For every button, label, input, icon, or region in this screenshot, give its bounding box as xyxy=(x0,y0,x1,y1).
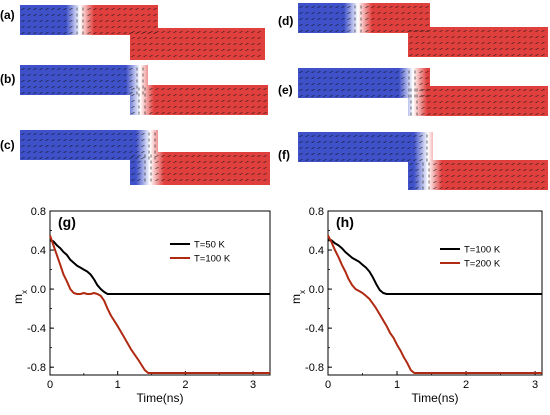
y-tick-label: 0.8 xyxy=(31,206,46,218)
x-tick-label: 2 xyxy=(182,379,188,391)
y-tick-label: -0.4 xyxy=(305,323,324,335)
upper-strip xyxy=(298,132,433,162)
series-line-1 xyxy=(49,235,270,374)
x-tick-label: 1 xyxy=(115,379,121,391)
panel-label-d: (d) xyxy=(278,14,294,28)
y-tick-label: 0.4 xyxy=(309,245,324,257)
y-tick-label: -0.8 xyxy=(27,362,46,374)
series-line-0 xyxy=(49,239,270,295)
legend-label-0: T=50 K xyxy=(194,240,226,251)
spin-arrows xyxy=(21,7,261,57)
panel-label-e: (e) xyxy=(278,83,293,97)
chart-h: 0.8 0.4 0.0 -0.4 -0.80 1 2 3 Time(ns) mx (h) T=100 … xyxy=(289,206,543,405)
chart-g: 0.8 0.4 0.0 -0.4 -0.80 1 2 3 Time(ns) mx (g) T=50 K… xyxy=(11,206,271,405)
x-tick-label: 1 xyxy=(394,379,400,391)
chart-panel-label: (g) xyxy=(58,214,76,230)
y-axis-label: mx xyxy=(11,290,29,304)
y-tick-label: 0.0 xyxy=(309,284,324,296)
legend-label-1: T=100 K xyxy=(194,254,231,265)
spin-arrows xyxy=(299,134,545,190)
panel-label-f: (f) xyxy=(278,148,290,162)
legend-label-1: T=200 K xyxy=(464,259,501,270)
chart-panel-label: (h) xyxy=(336,214,354,230)
y-tick-label: -0.8 xyxy=(305,362,324,374)
y-tick-label: 0.4 xyxy=(31,245,46,257)
y-tick-label: 0.0 xyxy=(31,284,46,296)
lower-strip xyxy=(408,160,548,190)
snapshot-d-image xyxy=(298,3,548,57)
lower-strip xyxy=(408,27,548,57)
panel-label-b: (b) xyxy=(0,72,16,86)
snapshot-a-image xyxy=(20,5,265,60)
x-axis-label: Time(ns) xyxy=(412,391,459,405)
x-tick-label: 2 xyxy=(463,379,469,391)
upper-strip xyxy=(20,65,148,95)
spin-arrows xyxy=(21,67,267,115)
panel-label-c: (c) xyxy=(0,138,15,152)
spin-arrows xyxy=(299,70,545,116)
snapshot-b-image xyxy=(20,65,268,115)
y-tick-label: -0.4 xyxy=(27,323,46,335)
x-tick-label: 3 xyxy=(250,379,256,391)
y-tick-label: 0.8 xyxy=(309,206,324,218)
snapshot-e-image xyxy=(298,68,548,116)
legend-label-0: T=100 K xyxy=(464,245,501,256)
series-line-1 xyxy=(327,234,542,374)
lower-strip xyxy=(130,85,268,115)
lower-strip xyxy=(130,28,265,60)
snapshot-c-image xyxy=(20,130,270,185)
spin-arrows xyxy=(21,132,267,182)
series-line-0 xyxy=(328,239,542,295)
panel-label-a: (a) xyxy=(0,8,15,22)
x-tick-label: 0 xyxy=(325,379,331,391)
spin-arrows xyxy=(299,5,545,56)
snapshot-f-image xyxy=(298,132,548,190)
x-tick-label: 0 xyxy=(47,379,53,391)
y-axis-label: mx xyxy=(289,290,307,304)
x-axis-label: Time(ns) xyxy=(137,391,184,405)
x-tick-label: 3 xyxy=(532,379,538,391)
lower-strip xyxy=(408,86,548,116)
